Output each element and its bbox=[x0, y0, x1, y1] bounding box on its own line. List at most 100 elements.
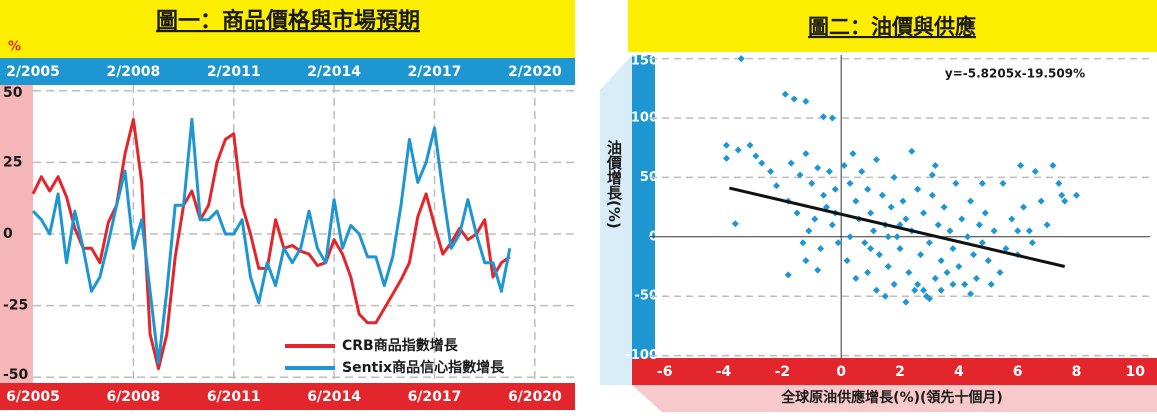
y-label-band bbox=[600, 55, 632, 385]
scatter-point bbox=[867, 209, 875, 217]
scatter-point bbox=[752, 152, 760, 160]
scatter-point bbox=[802, 97, 810, 105]
scatter-point bbox=[955, 263, 963, 271]
scatter-point bbox=[958, 215, 966, 223]
scatter-point bbox=[722, 141, 730, 149]
scatter-point bbox=[831, 185, 839, 193]
scatter-point bbox=[984, 257, 992, 265]
scatter-point bbox=[967, 197, 975, 205]
scatter-point bbox=[905, 268, 913, 276]
scatter-point bbox=[872, 286, 880, 294]
scatter-point bbox=[999, 179, 1007, 187]
scatter-point bbox=[952, 179, 960, 187]
scatter-point bbox=[928, 191, 936, 199]
scatter-point bbox=[1049, 162, 1057, 170]
line-series bbox=[31, 117, 511, 371]
y-tick-label: 50 bbox=[640, 170, 658, 185]
y-tick-label: -50 bbox=[3, 367, 29, 383]
scatter-point bbox=[825, 167, 833, 175]
y-tick-label: -25 bbox=[3, 298, 28, 314]
x-tick-label: 4 bbox=[954, 364, 964, 380]
scatter-point bbox=[1028, 239, 1036, 247]
scatter-point bbox=[949, 245, 957, 253]
y-tick-label: 50 bbox=[3, 85, 23, 101]
chart-title: 圖二：油價與供應 bbox=[808, 15, 976, 39]
x-tick-label: -2 bbox=[775, 364, 791, 380]
scatter-point bbox=[972, 274, 980, 282]
scatter-point bbox=[975, 221, 983, 229]
scatter-point bbox=[896, 245, 904, 253]
scatter-point bbox=[1014, 227, 1022, 235]
scatter-point bbox=[722, 154, 730, 162]
scatter-point bbox=[737, 55, 745, 63]
scatter-point bbox=[878, 191, 886, 199]
scatter-point bbox=[781, 90, 789, 98]
x-axis-label: 全球原油供應增長(%)(領先十個月) bbox=[780, 389, 1003, 406]
scatter-point bbox=[840, 162, 848, 170]
scatter-point bbox=[908, 147, 916, 155]
x-tick-label: 2 bbox=[895, 364, 905, 380]
scatter-point bbox=[978, 179, 986, 187]
scatter-point bbox=[931, 162, 939, 170]
scatter-point bbox=[890, 173, 898, 181]
scatter-point bbox=[884, 263, 892, 271]
y-axis-strip bbox=[0, 85, 33, 383]
scatter-point bbox=[870, 227, 878, 235]
scatter-point bbox=[852, 197, 860, 205]
x-tick-label: 6 bbox=[1013, 364, 1023, 380]
scatter-point bbox=[802, 257, 810, 265]
scatter-point bbox=[949, 280, 957, 288]
x2-tick-label: 2/2005 bbox=[6, 64, 60, 80]
scatter-point bbox=[1017, 162, 1025, 170]
scatter-point bbox=[981, 209, 989, 217]
x-tick-label: -4 bbox=[716, 364, 732, 380]
y-tick-label: 0 bbox=[3, 226, 13, 242]
scatter-point bbox=[961, 280, 969, 288]
scatter-point bbox=[849, 150, 857, 158]
scatter-point bbox=[931, 274, 939, 282]
x-tick-label: 6/2005 bbox=[6, 389, 60, 405]
scatter-point bbox=[881, 292, 889, 300]
scatter-point bbox=[846, 233, 854, 241]
scatter-point bbox=[902, 298, 910, 306]
scatter-point bbox=[902, 215, 910, 223]
scatter-point bbox=[946, 227, 954, 235]
scatter-point bbox=[731, 220, 739, 228]
y-tick-label: -50 bbox=[635, 289, 659, 304]
x2-tick-label: 2/2020 bbox=[508, 64, 562, 80]
scatter-point bbox=[822, 203, 830, 211]
title-bar bbox=[628, 0, 1157, 52]
y-tick-label: -100 bbox=[625, 348, 658, 363]
scatter-point bbox=[914, 185, 922, 193]
scatter-point bbox=[1037, 197, 1045, 205]
scatter-point bbox=[846, 179, 854, 187]
scatter-point bbox=[828, 114, 836, 122]
scatter-point bbox=[964, 233, 972, 241]
title-bar bbox=[0, 0, 575, 58]
y-tick-label: 150 bbox=[631, 54, 658, 69]
x-label-band bbox=[632, 385, 1157, 412]
scatter-point bbox=[834, 239, 842, 247]
top-axis-bar bbox=[0, 58, 575, 85]
scatter-point bbox=[864, 268, 872, 276]
scatter-point bbox=[805, 227, 813, 235]
x-tick-label: 0 bbox=[836, 364, 846, 380]
y-axis-label: % bbox=[8, 40, 21, 55]
scatter-point bbox=[920, 286, 928, 294]
scatter-point bbox=[828, 221, 836, 229]
scatter-point bbox=[861, 239, 869, 247]
scatter-point bbox=[925, 295, 933, 303]
scatter-point bbox=[1002, 245, 1010, 253]
x-tick-label: 6/2008 bbox=[106, 389, 160, 405]
scatter-point bbox=[940, 203, 948, 211]
x-tick-label: 6/2017 bbox=[408, 389, 462, 405]
scatter-point bbox=[884, 233, 892, 241]
x2-tick-label: 2/2017 bbox=[408, 64, 462, 80]
scatter-point bbox=[1055, 179, 1063, 187]
scatter-point bbox=[1061, 197, 1069, 205]
x-tick-label: 6/2011 bbox=[207, 389, 261, 405]
x-tick-label: -6 bbox=[657, 364, 673, 380]
scatter-point bbox=[934, 221, 942, 229]
scatter-point bbox=[1020, 203, 1028, 211]
